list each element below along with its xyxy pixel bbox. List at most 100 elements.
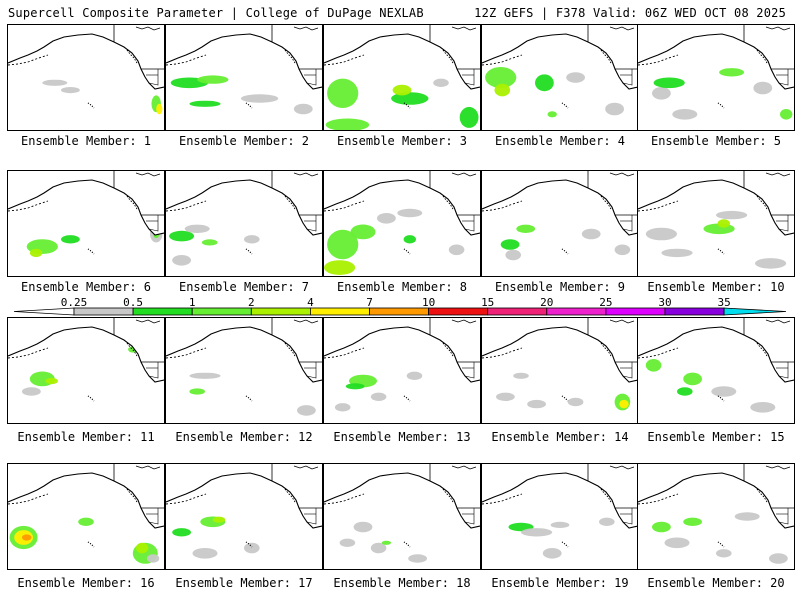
hawaii-islands	[403, 395, 411, 402]
legend-color-bin	[428, 307, 489, 316]
scp-contour-area	[645, 227, 677, 241]
state-border	[148, 362, 159, 379]
state-border	[622, 362, 633, 379]
land-mask	[166, 171, 322, 235]
land-mask	[166, 318, 322, 382]
arctic-islands	[293, 26, 319, 31]
arctic-islands	[609, 319, 635, 324]
scp-contour-area	[717, 219, 730, 228]
map-canvas	[8, 318, 164, 402]
state-border	[464, 508, 475, 525]
coastline	[482, 326, 638, 383]
coastline	[166, 326, 322, 383]
land-mask	[324, 318, 480, 382]
scp-contour-area	[755, 258, 787, 269]
land-mask	[324, 464, 480, 528]
hawaii-islands	[561, 102, 569, 109]
map-canvas	[8, 464, 164, 564]
ensemble-member-map	[323, 463, 481, 570]
land-mask	[8, 25, 164, 89]
ensemble-member-map	[481, 24, 639, 131]
arctic-islands	[135, 319, 161, 324]
ensemble-member-map	[165, 24, 323, 131]
coastline	[482, 472, 638, 529]
map-canvas	[166, 25, 322, 115]
aleutian-islands	[638, 347, 679, 359]
run-valid-time: 12Z GEFS | F378 Valid: 06Z WED OCT 08 20…	[474, 6, 786, 20]
scp-contour-area	[567, 397, 584, 407]
scp-contour-area	[547, 111, 557, 118]
ensemble-member-map	[7, 317, 165, 424]
scp-contour-area	[505, 249, 521, 261]
aleutian-islands	[482, 347, 523, 359]
scp-contour-area	[370, 392, 387, 401]
ensemble-member-label: Ensemble Member: 20	[647, 576, 785, 590]
scp-contour-area	[189, 372, 221, 379]
legend-color-bin	[369, 307, 429, 316]
aleutian-islands	[324, 54, 365, 66]
hawaii-islands	[561, 395, 569, 402]
land-mask	[324, 171, 480, 235]
scp-contour-area	[169, 230, 195, 242]
scp-contour-area	[494, 83, 511, 97]
coastline	[638, 179, 794, 236]
aleutian-islands	[638, 54, 679, 66]
aleutian-islands	[8, 54, 49, 66]
scp-contour-area	[448, 244, 465, 256]
aleutian-islands	[482, 200, 523, 212]
scp-contour-area	[652, 521, 671, 533]
scp-contour-area	[172, 528, 191, 537]
land-mask	[166, 464, 322, 528]
arctic-islands	[135, 465, 161, 470]
scp-contour-area	[156, 103, 163, 115]
ensemble-member-map	[165, 170, 323, 277]
coastline	[638, 472, 794, 529]
hawaii-islands	[87, 102, 95, 109]
scp-contour-area	[527, 399, 546, 409]
state-border	[778, 362, 789, 379]
map-canvas	[166, 318, 322, 416]
hawaii-islands	[245, 248, 253, 255]
ensemble-member-map	[165, 317, 323, 424]
hawaii-islands	[561, 541, 569, 548]
scp-contour-area	[42, 79, 68, 86]
ensemble-member-label: Ensemble Member: 10	[647, 280, 785, 294]
state-border	[148, 508, 159, 525]
scp-contour-area	[550, 521, 570, 528]
legend-underflow-triangle	[13, 307, 75, 316]
scp-contour-area	[327, 229, 359, 260]
scp-contour-area	[403, 235, 416, 244]
scp-contour-area	[350, 224, 376, 240]
hawaii-islands	[717, 102, 725, 109]
aleutian-islands	[482, 54, 523, 66]
coastline	[324, 472, 480, 529]
state-border	[306, 508, 317, 525]
ensemble-member-map	[165, 463, 323, 570]
map-canvas	[482, 318, 638, 411]
arctic-islands	[135, 172, 161, 177]
land-mask	[638, 25, 794, 89]
map-canvas	[166, 464, 322, 559]
map-canvas	[482, 25, 638, 118]
arctic-islands	[765, 465, 791, 470]
coastline	[166, 33, 322, 90]
scp-contour-area	[334, 403, 351, 412]
state-border	[148, 215, 159, 232]
arctic-islands	[451, 26, 477, 31]
aleutian-islands	[166, 347, 207, 359]
aleutian-islands	[166, 200, 207, 212]
arctic-islands	[765, 26, 791, 31]
state-border	[306, 69, 317, 86]
map-canvas	[324, 464, 480, 563]
scp-contour-area	[189, 388, 205, 395]
scp-contour-area	[769, 553, 788, 564]
hawaii-islands	[403, 541, 411, 548]
ensemble-member-label: Ensemble Member: 8	[336, 280, 468, 294]
ensemble-member-map	[7, 24, 165, 131]
hawaii-islands	[717, 248, 725, 255]
legend-color-bin	[487, 307, 548, 316]
ensemble-member-map	[481, 317, 639, 424]
scp-contour-area	[521, 528, 553, 537]
coastline	[8, 179, 164, 236]
legend-color-bin	[664, 307, 725, 316]
